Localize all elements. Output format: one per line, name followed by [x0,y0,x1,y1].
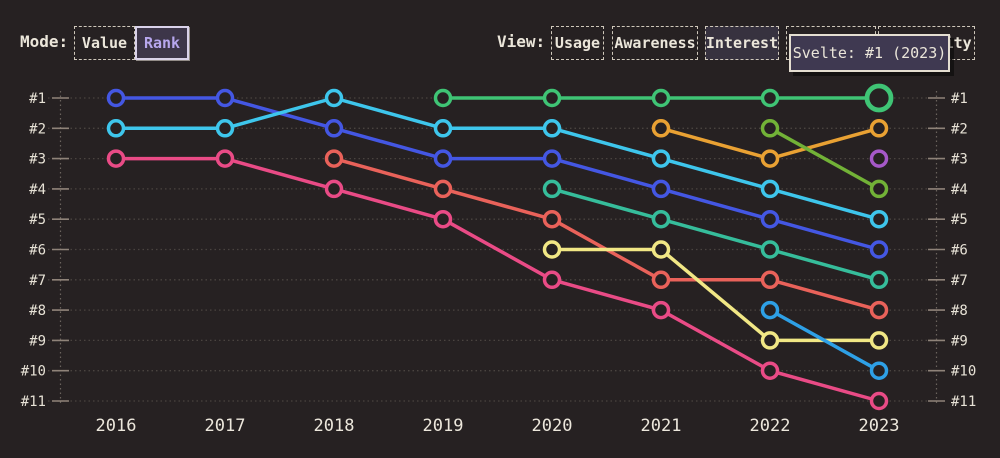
data-point-teal-2021[interactable] [651,209,671,229]
data-point-salmon-2022[interactable] [760,270,780,290]
data-point-Svelte-2019[interactable] [433,88,453,108]
data-point-pink-2017[interactable] [215,149,235,168]
data-point-pink-2016[interactable] [106,149,126,168]
rank-label-right: #4 [951,182,968,198]
mode-rank-button[interactable]: Rank [135,26,189,60]
view-interest-button[interactable]: Interest [705,26,779,60]
rank-label-right: #3 [951,152,968,168]
data-point-salmon-2023[interactable] [869,300,889,320]
view-usage-button[interactable]: Usage [551,26,604,60]
mode-value-button[interactable]: Value [74,26,135,60]
data-point-blue-2019[interactable] [433,149,453,168]
rank-label-left: #11 [21,394,46,410]
data-point-salmon-2020[interactable] [542,209,562,229]
series-line-blue [114,96,881,252]
rank-label-right: #11 [951,394,976,410]
year-label: 2023 [859,416,900,436]
data-point-cyan-2021[interactable] [651,149,671,168]
data-point-blue-2018[interactable] [324,119,344,138]
data-point-pink-2020[interactable] [542,270,562,290]
rank-label-right: #6 [951,243,968,259]
series-line-salmon [332,156,881,312]
rank-label-left: #4 [29,182,46,198]
data-point-skyblue-2022[interactable] [760,300,780,320]
rank-label-right: #9 [951,333,968,349]
rank-label-left: #9 [29,333,46,349]
data-point-pink-2021[interactable] [651,300,671,320]
rank-label-left: #1 [29,91,46,107]
data-point-orange-2023[interactable] [869,119,889,138]
rank-label-right: #8 [951,303,968,319]
view-awareness-button[interactable]: Awareness [612,26,698,60]
data-point-cyan-2023[interactable] [869,209,889,229]
series-line-cyan [114,96,881,221]
rank-label-left: #2 [29,121,46,137]
mode-label: Mode: [20,32,69,51]
data-point-purple-2023[interactable] [869,149,889,168]
data-point-olive-2023[interactable] [869,179,889,199]
rank-label-left: #10 [21,364,46,380]
data-point-cyan-2020[interactable] [542,119,562,138]
rank-label-left: #8 [29,303,46,319]
data-point-salmon-2021[interactable] [651,270,671,290]
year-label: 2016 [96,416,137,436]
series-line-olive [768,126,881,191]
data-point-yellow-2021[interactable] [651,240,671,259]
year-label: 2017 [205,416,246,436]
data-point-salmon-2019[interactable] [433,179,453,199]
data-point-blue-2023[interactable] [869,240,889,259]
rank-label-left: #5 [29,212,46,228]
rank-label-right: #2 [951,121,968,137]
data-point-yellow-2023[interactable] [869,331,889,350]
data-point-cyan-2018[interactable] [324,88,344,108]
year-label: 2020 [532,416,573,436]
data-point-yellow-2022[interactable] [760,331,780,350]
rank-label-left: #6 [29,243,46,259]
data-point-skyblue-2023[interactable] [869,361,889,380]
rank-label-right: #1 [951,91,968,107]
data-point-orange-2021[interactable] [651,119,671,138]
year-label: 2022 [750,416,791,436]
data-point-cyan-2022[interactable] [760,179,780,199]
data-point-blue-2021[interactable] [651,179,671,199]
data-point-orange-2022[interactable] [760,149,780,168]
data-point-pink-2023[interactable] [869,391,889,411]
data-point-Svelte-2020[interactable] [542,88,562,108]
data-point-cyan-2019[interactable] [433,119,453,138]
data-point-Svelte-2023[interactable] [864,83,894,113]
rank-label-right: #5 [951,212,968,228]
data-point-blue-2016[interactable] [106,88,126,108]
data-point-pink-2018[interactable] [324,179,344,199]
rank-label-left: #3 [29,152,46,168]
rank-label-right: #10 [951,364,976,380]
data-point-cyan-2016[interactable] [106,119,126,138]
year-label: 2018 [314,416,355,436]
data-point-blue-2017[interactable] [215,88,235,108]
tooltip-text: Svelte: #1 (2023) [792,44,947,62]
data-point-olive-2022[interactable] [760,119,780,138]
view-label: View: [497,32,546,51]
data-point-cyan-2017[interactable] [215,119,235,138]
series-line-skyblue [768,308,881,373]
data-point-blue-2022[interactable] [760,209,780,229]
rank-label-right: #7 [951,273,968,289]
rank-label-left: #7 [29,273,46,289]
data-point-pink-2022[interactable] [760,361,780,380]
year-label: 2019 [423,416,464,436]
data-point-teal-2023[interactable] [869,270,889,290]
data-point-Svelte-2022[interactable] [760,88,780,108]
data-point-pink-2019[interactable] [433,209,453,229]
data-point-Svelte-2021[interactable] [651,88,671,108]
data-point-yellow-2020[interactable] [542,240,562,259]
svelte-tooltip: Svelte: #1 (2023) [789,34,950,72]
series-line-pink [114,156,881,403]
data-point-teal-2020[interactable] [542,179,562,199]
data-point-blue-2020[interactable] [542,149,562,168]
data-point-teal-2022[interactable] [760,240,780,259]
data-point-salmon-2018[interactable] [324,149,344,168]
year-label: 2021 [641,416,682,436]
series-line-teal [550,187,881,282]
